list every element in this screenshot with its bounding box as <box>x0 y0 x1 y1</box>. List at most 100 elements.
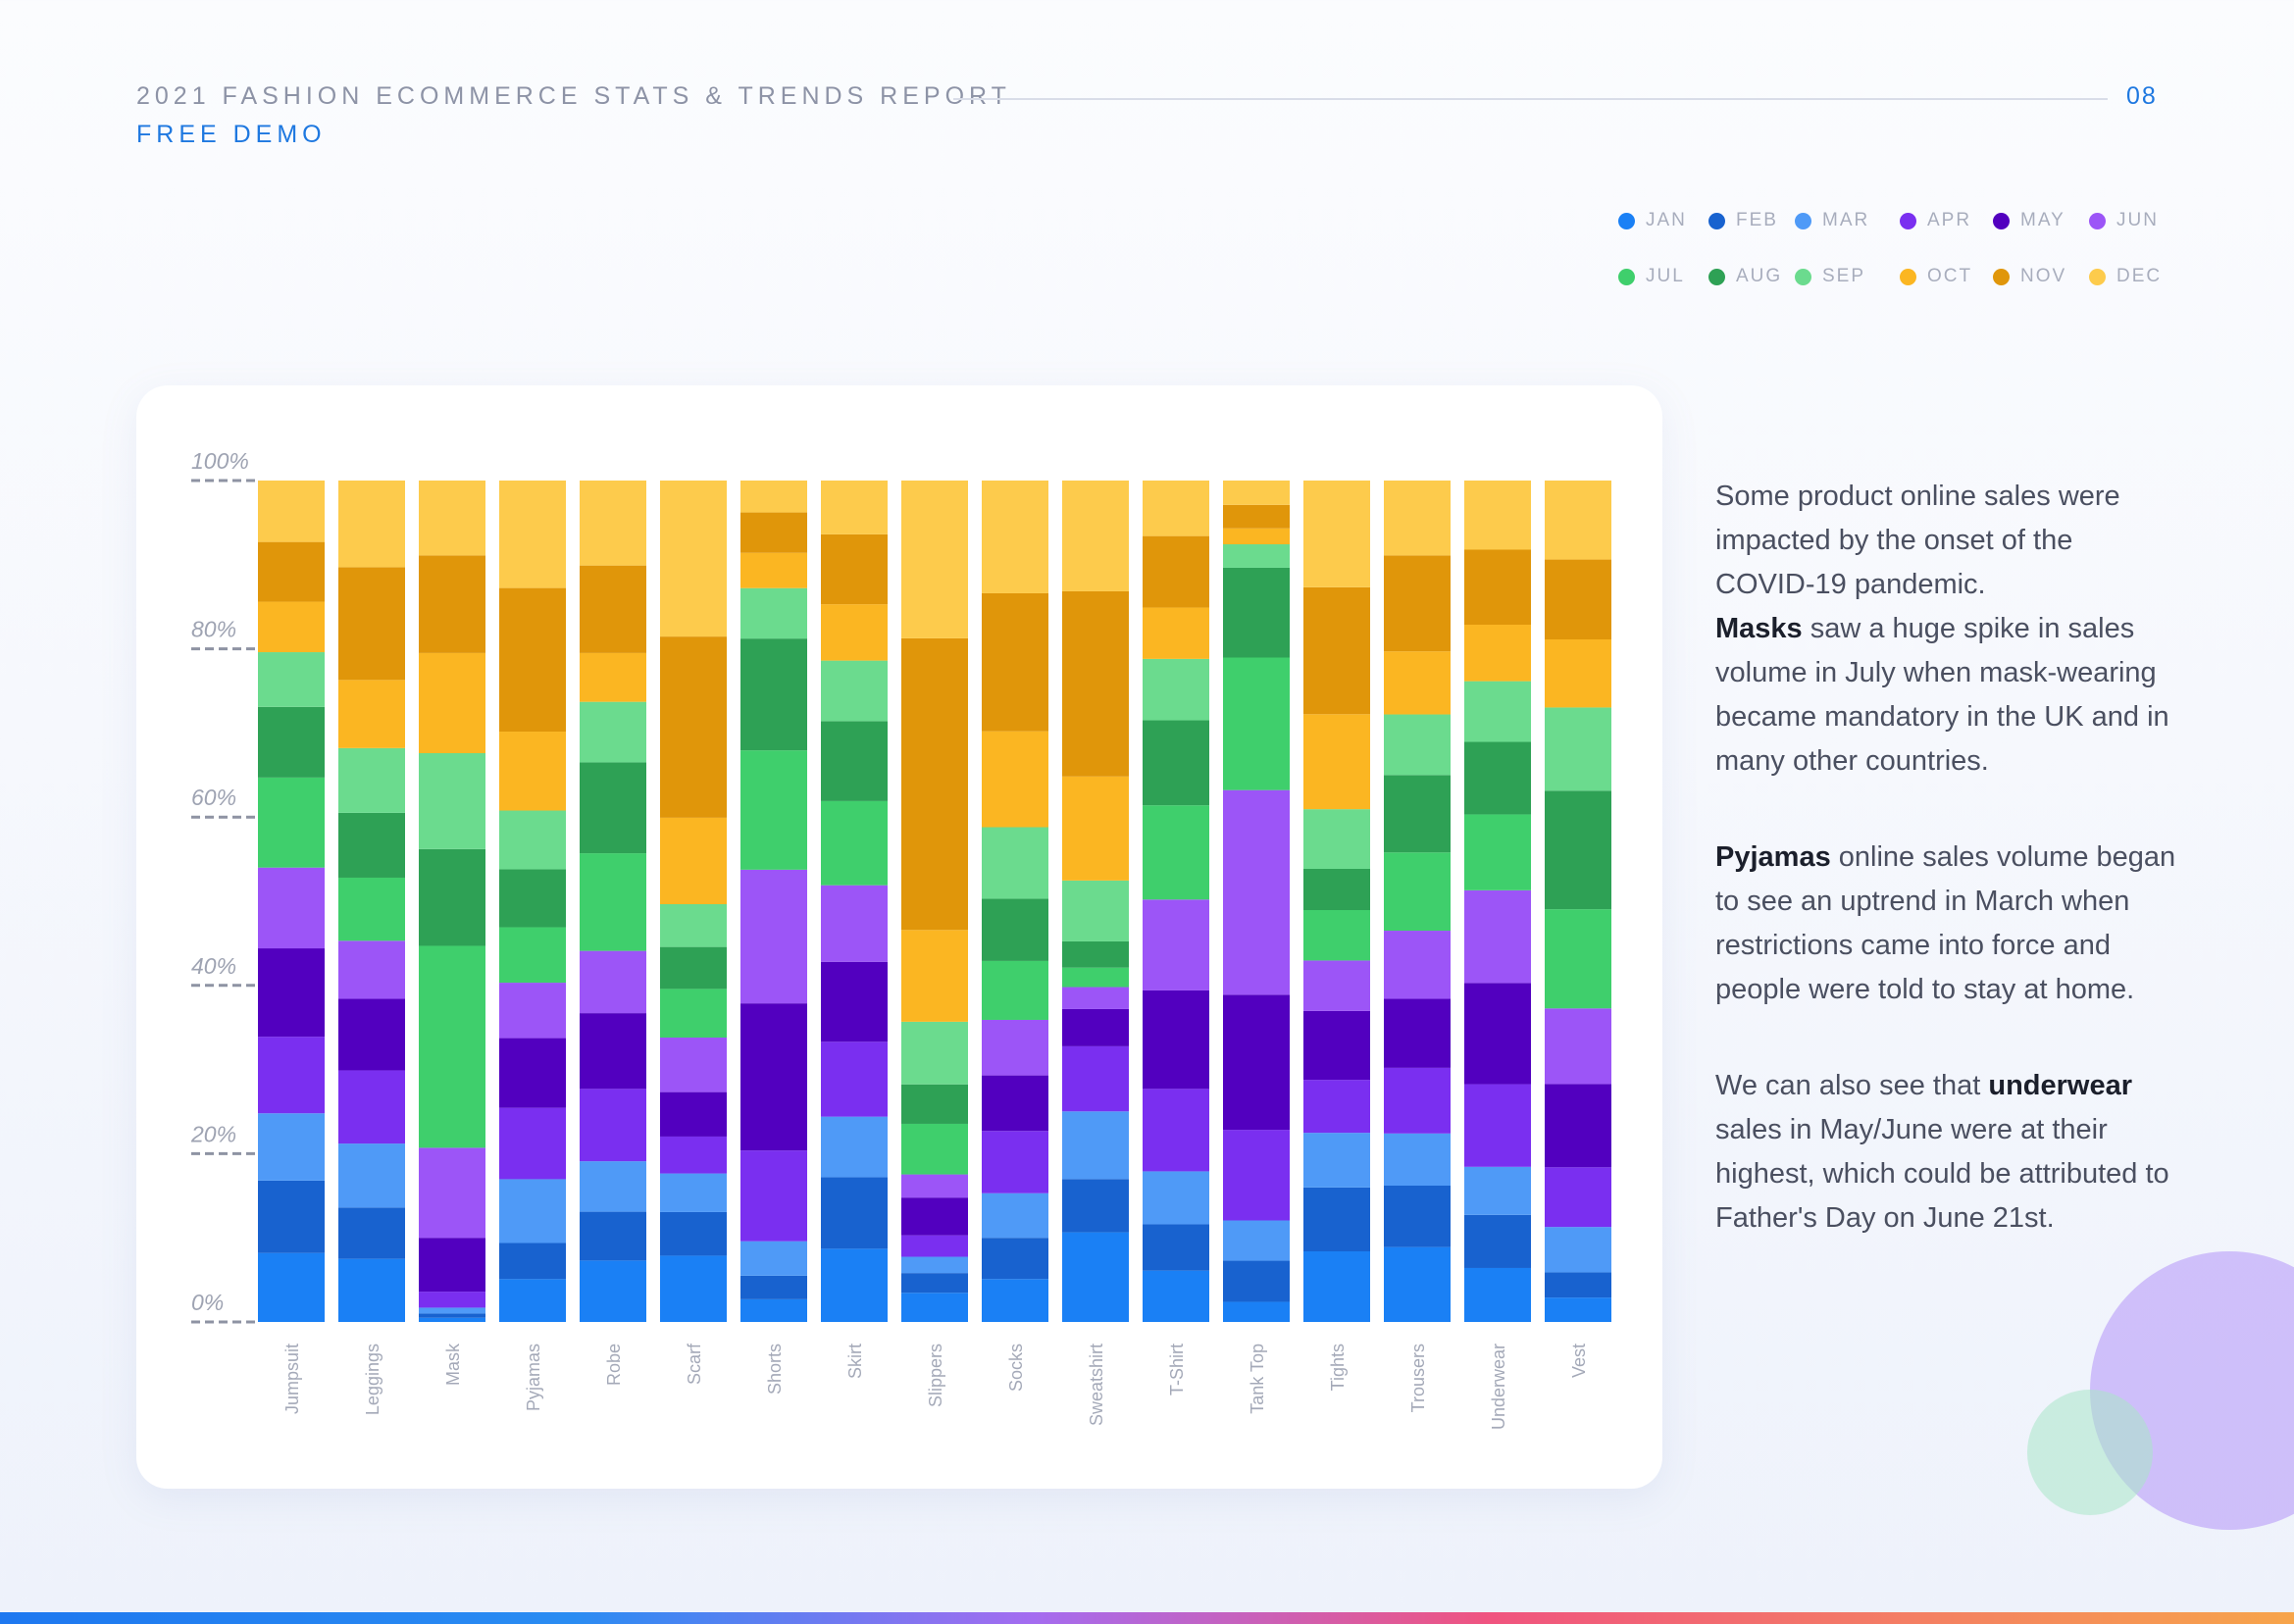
y-tick-label: 100% <box>191 448 249 474</box>
bar-segment-slippers-apr <box>901 1235 968 1257</box>
bar-segment-robe-mar <box>580 1161 646 1212</box>
bar-segment-robe-apr <box>580 1089 646 1162</box>
bar-segment-skirt-aug <box>821 721 888 801</box>
bar-segment-scarf-oct <box>660 817 727 904</box>
x-category-label: Skirt <box>845 1344 865 1379</box>
bar-segment-scarf-apr <box>660 1136 727 1174</box>
bar-segment-slippers-aug <box>901 1084 968 1124</box>
bar-segment-t-shirt-mar <box>1143 1171 1209 1225</box>
bar-segment-shorts-may <box>740 1003 807 1151</box>
stacked-bar-chart: 0% 20% 40% 60% 80% 100% Jumpsuit Leggings Mask Py… <box>190 448 1611 1430</box>
bar-segment-tights-apr <box>1303 1080 1370 1134</box>
bar-segment-tank-top-may <box>1223 994 1290 1131</box>
bar-segment-jumpsuit-jan <box>258 1252 325 1322</box>
bar-segment-socks-jan <box>982 1279 1048 1322</box>
bar-segment-t-shirt-apr <box>1143 1089 1209 1172</box>
bar-segment-mask-aug <box>419 848 485 946</box>
bar-segment-sweatshirt-nov <box>1062 590 1129 777</box>
bar-segment-trousers-sep <box>1384 714 1451 776</box>
bar-segment-t-shirt-may <box>1143 990 1209 1090</box>
legend-swatch <box>1993 268 2010 285</box>
bar-segment-skirt-jul <box>821 800 888 886</box>
bar-segment-leggings-jun <box>338 940 405 999</box>
bar-segment-skirt-mar <box>821 1116 888 1178</box>
bar-segment-vest-feb <box>1545 1272 1611 1298</box>
bar-segment-shorts-aug <box>740 638 807 751</box>
bar-segment-mask-mar <box>419 1307 485 1314</box>
bar-segment-underwear-sep <box>1464 681 1531 742</box>
bar-segment-t-shirt-nov <box>1143 535 1209 608</box>
y-tick-label: 60% <box>191 785 236 810</box>
legend-swatch <box>1993 212 2010 229</box>
bar-segment-trousers-jul <box>1384 852 1451 932</box>
x-category-label: Scarf <box>685 1343 704 1385</box>
legend-item-mar: MAR <box>1795 206 1869 235</box>
bar-segment-skirt-dec <box>821 481 888 534</box>
bar-segment-leggings-jul <box>338 877 405 941</box>
bar-segment-socks-dec <box>982 481 1048 593</box>
bar-segment-mask-apr <box>419 1292 485 1308</box>
bar-segment-scarf-jun <box>660 1038 727 1092</box>
bar-segment-vest-dec <box>1545 481 1611 560</box>
bar-segment-sweatshirt-apr <box>1062 1045 1129 1112</box>
legend-label: MAR <box>1822 210 1870 230</box>
y-tick-label: 80% <box>191 617 236 642</box>
bar-segment-robe-jul <box>580 853 646 951</box>
legend-swatch <box>2089 212 2106 229</box>
legend-swatch <box>1618 212 1635 229</box>
legend-label: OCT <box>1927 266 1973 286</box>
bar-segment-shorts-apr <box>740 1150 807 1242</box>
bar-segment-scarf-jan <box>660 1255 727 1322</box>
free-demo-label: FREE DEMO <box>136 121 327 148</box>
bar-segment-slippers-may <box>901 1197 968 1236</box>
bar-segment-tank-top-jun <box>1223 789 1290 995</box>
bar-segment-tank-top-mar <box>1223 1220 1290 1261</box>
commentary: Some product online sales were impacted … <box>1715 475 2176 1293</box>
bar-segment-jumpsuit-may <box>258 948 325 1038</box>
legend-item-may: MAY <box>1993 206 2065 235</box>
bar-segment-trousers-oct <box>1384 651 1451 715</box>
bar-segment-tank-top-jan <box>1223 1301 1290 1322</box>
legend-swatch <box>1708 268 1725 285</box>
bar-segment-pyjamas-feb <box>499 1243 566 1280</box>
bar-segment-scarf-feb <box>660 1211 727 1256</box>
bar-segment-trousers-dec <box>1384 481 1451 556</box>
bar-segment-vest-may <box>1545 1084 1611 1168</box>
bar-segment-underwear-nov <box>1464 549 1531 626</box>
bar-segment-pyjamas-aug <box>499 869 566 928</box>
bar-segment-scarf-may <box>660 1091 727 1137</box>
bar-segment-pyjamas-oct <box>499 732 566 811</box>
bar-segment-trousers-nov <box>1384 555 1451 652</box>
bar-segment-underwear-jul <box>1464 814 1531 890</box>
bar-segment-tights-mar <box>1303 1133 1370 1188</box>
bar-segment-vest-mar <box>1545 1227 1611 1273</box>
legend-item-jan: JAN <box>1618 206 1687 235</box>
decorative-circle-green <box>2027 1390 2153 1515</box>
bar-segment-jumpsuit-oct <box>258 601 325 653</box>
legend-item-jul: JUL <box>1618 262 1685 291</box>
bar-segment-socks-jun <box>982 1019 1048 1076</box>
bar-segment-jumpsuit-nov <box>258 541 325 602</box>
bar-segment-socks-aug <box>982 898 1048 961</box>
bar-segment-tights-oct <box>1303 714 1370 810</box>
bar-segment-mask-dec <box>419 481 485 556</box>
gradient-footer-bar <box>0 1612 2294 1624</box>
bar-segment-underwear-may <box>1464 983 1531 1085</box>
bar-segment-t-shirt-dec <box>1143 481 1209 536</box>
bar-segment-underwear-aug <box>1464 741 1531 815</box>
bar-segment-trousers-apr <box>1384 1067 1451 1134</box>
bar-segment-sweatshirt-feb <box>1062 1179 1129 1233</box>
legend-label: JUN <box>2116 210 2159 230</box>
bar-segment-slippers-mar <box>901 1256 968 1274</box>
bar-segment-tights-nov <box>1303 586 1370 715</box>
bar-segment-mask-jul <box>419 945 485 1148</box>
bar-segment-sweatshirt-oct <box>1062 776 1129 881</box>
legend-swatch <box>1708 212 1725 229</box>
bar-segment-jumpsuit-apr <box>258 1037 325 1114</box>
bar-segment-shorts-mar <box>740 1241 807 1276</box>
legend-item-aug: AUG <box>1708 262 1782 291</box>
legend-label: AUG <box>1736 266 1783 286</box>
bar-segment-pyjamas-apr <box>499 1107 566 1180</box>
bar-segment-tank-top-apr <box>1223 1130 1290 1221</box>
underwear-highlight: underwear <box>1988 1070 2133 1101</box>
